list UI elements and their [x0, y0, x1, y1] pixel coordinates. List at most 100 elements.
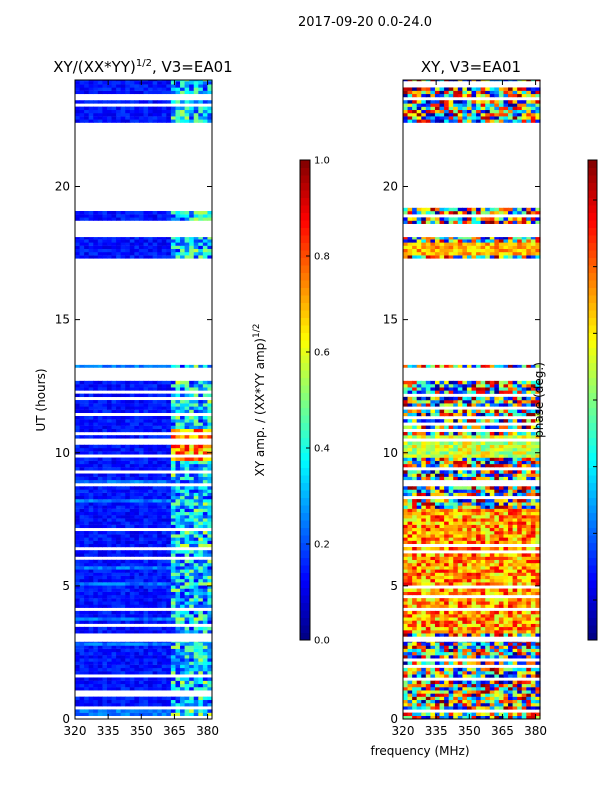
heatmap-cell [125, 422, 131, 426]
heatmap-cell [88, 463, 94, 468]
heatmap-cell [102, 572, 108, 576]
heatmap-cell [175, 559, 181, 564]
heatmap-cell [97, 106, 103, 111]
heatmap-cell [106, 119, 113, 123]
heatmap-cell [526, 499, 532, 503]
heatmap-cell [157, 217, 163, 221]
heatmap-cell [485, 566, 491, 570]
heatmap-cell [476, 601, 482, 605]
heatmap-cell [79, 84, 85, 88]
heatmap-cell [93, 534, 99, 538]
heatmap-cell [111, 515, 117, 519]
heatmap-cell [202, 508, 209, 513]
heatmap-cell [102, 109, 108, 114]
heatmap-cell [407, 626, 413, 631]
heatmap-cell [97, 380, 103, 385]
heatmap-cell [512, 630, 518, 634]
heatmap-cell [412, 524, 418, 529]
heatmap-cell [134, 604, 140, 608]
heatmap-cell [421, 715, 427, 720]
heatmap-cell [530, 699, 537, 704]
heatmap-cell [425, 578, 431, 583]
heatmap-cell [152, 617, 158, 621]
heatmap-cell [175, 486, 181, 490]
heatmap-cell [157, 617, 163, 621]
heatmap-cell [457, 572, 463, 576]
heatmap-cell [134, 591, 140, 596]
heatmap-cell [125, 680, 131, 685]
heatmap-cell [444, 642, 450, 646]
heatmap-cell [102, 486, 108, 490]
heatmap-cell [489, 591, 495, 596]
heatmap-cell [79, 476, 85, 481]
heatmap-cell [166, 460, 172, 465]
heatmap-cell [444, 511, 450, 516]
heatmap-cell [498, 641, 505, 643]
heatmap-cell [434, 661, 441, 665]
heatmap-cell [535, 569, 541, 573]
heatmap-cell [170, 540, 177, 544]
heatmap-cell [129, 658, 135, 662]
heatmap-cell [106, 699, 113, 704]
heatmap-cell [134, 709, 140, 713]
heatmap-cell [75, 651, 81, 656]
heatmap-cell [166, 119, 172, 123]
heatmap-cell [489, 556, 495, 560]
heatmap-cell [102, 601, 108, 605]
heatmap-cell [207, 476, 213, 481]
heatmap-cell [180, 463, 186, 468]
heatmap-cell [198, 242, 204, 246]
heatmap-cell [157, 380, 163, 385]
heatmap-cell [421, 680, 427, 685]
heatmap-cell [416, 518, 422, 522]
heatmap-cell [125, 387, 131, 391]
heatmap-cell [175, 658, 181, 662]
heatmap-cell [471, 703, 477, 707]
heatmap-cell [152, 703, 158, 707]
heatmap-cell [485, 588, 491, 592]
heatmap-cell [125, 214, 131, 218]
heatmap-cell [111, 680, 117, 685]
heatmap-cell [102, 518, 108, 522]
heatmap-cell [498, 667, 505, 672]
heatmap-cell [184, 588, 190, 592]
heatmap-cell [526, 626, 532, 631]
heatmap-cell [88, 709, 94, 713]
heatmap-cell [79, 479, 85, 484]
heatmap-cell [97, 364, 103, 368]
heatmap-cell [102, 588, 108, 592]
heatmap-cell [498, 578, 505, 583]
heatmap-cell [138, 403, 145, 407]
heatmap-cell [97, 617, 103, 621]
heatmap-cell [75, 521, 81, 525]
heatmap-cell [512, 575, 518, 580]
heatmap-cell [120, 106, 126, 111]
heatmap-cell [143, 495, 149, 500]
heatmap-cell [116, 534, 122, 538]
heatmap-cell [180, 645, 186, 649]
heatmap-cell [75, 610, 81, 615]
heatmap-cell [444, 553, 450, 557]
heatmap-cell [403, 641, 409, 643]
heatmap-cell [489, 620, 495, 624]
heatmap-cell [512, 499, 518, 503]
heatmap-cell [157, 479, 163, 484]
heatmap-cell [202, 566, 209, 570]
heatmap-cell [193, 90, 199, 95]
heatmap-cell [116, 90, 122, 95]
heatmap-cell [535, 642, 541, 646]
heatmap-cell [494, 712, 500, 716]
heatmap-cell [503, 699, 509, 704]
heatmap-cell [466, 620, 473, 624]
heatmap-cell [75, 486, 81, 490]
heatmap-cell [498, 645, 505, 649]
heatmap-cell [120, 664, 126, 669]
heatmap-cell [129, 428, 135, 433]
heatmap-cell [480, 661, 486, 665]
heatmap-cell [129, 214, 135, 218]
heatmap-cell [102, 113, 108, 117]
heatmap-cell [412, 633, 418, 637]
heatmap-cell [512, 527, 518, 532]
heatmap-cell [202, 521, 209, 525]
heatmap-cell [448, 556, 454, 560]
